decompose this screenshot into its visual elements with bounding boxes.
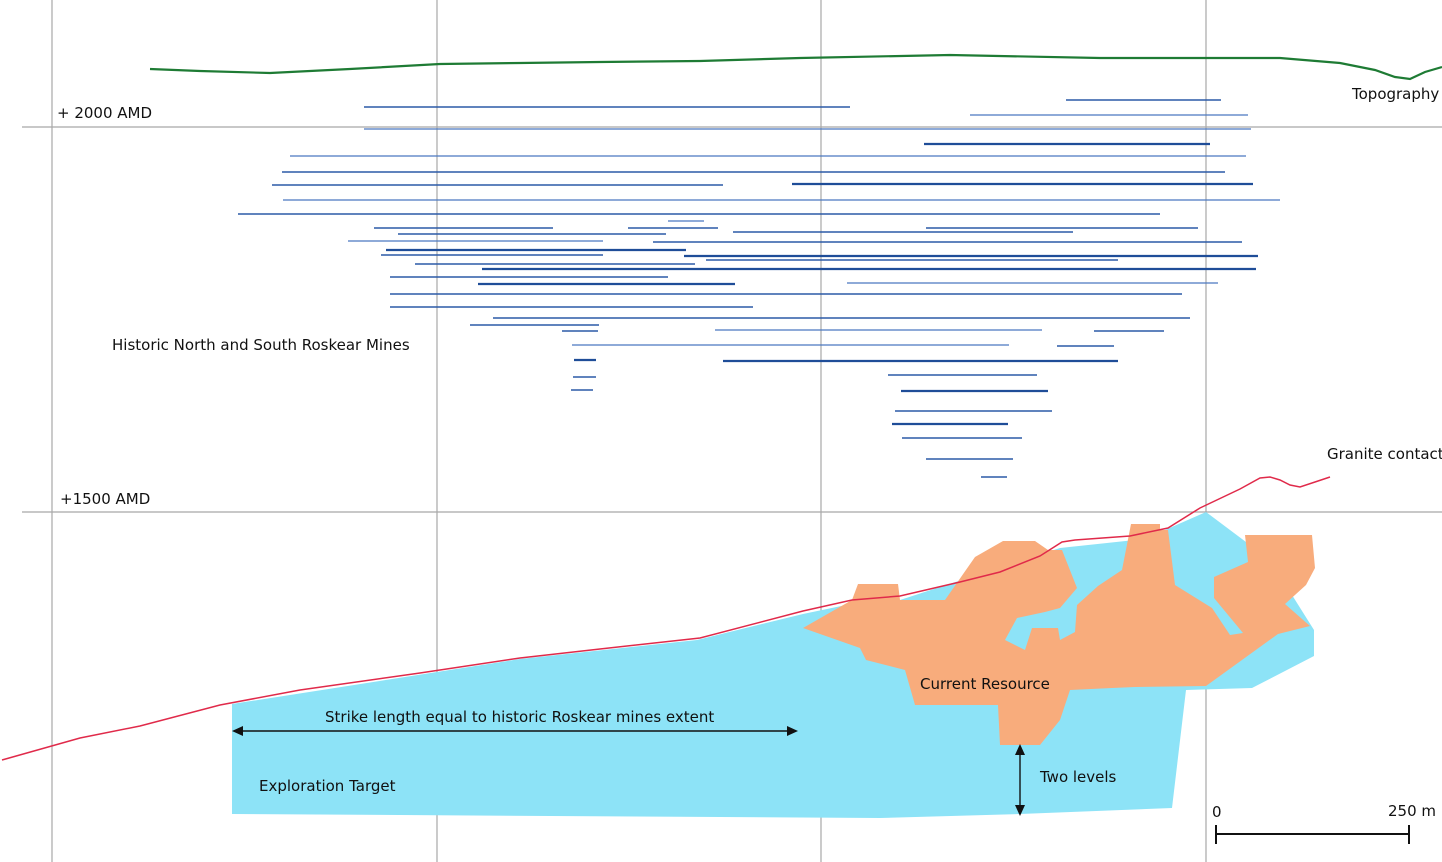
historic-mine-levels xyxy=(238,99,1280,478)
two-levels-label: Two levels xyxy=(1039,768,1117,786)
historic-mines-label: Historic North and South Roskear Mines xyxy=(112,336,410,354)
scale-bar-end-label: 250 m xyxy=(1388,802,1436,820)
granite-contact-label: Granite contact xyxy=(1327,445,1442,463)
exploration-target-label: Exploration Target xyxy=(259,777,396,795)
granite-contact-line xyxy=(1,476,1331,761)
elevation-label-1500: +1500 AMD xyxy=(60,490,150,508)
scale-bar-start-label: 0 xyxy=(1212,803,1222,821)
strike-length-arrow xyxy=(232,726,798,736)
two-levels-arrow xyxy=(1015,744,1025,816)
strike-length-label: Strike length equal to historic Roskear … xyxy=(325,708,714,726)
topography-label: Topography xyxy=(1351,85,1439,103)
scale-bar: 0 250 m xyxy=(1212,802,1436,844)
topography-line xyxy=(149,53,1442,81)
current-resource-label: Current Resource xyxy=(920,675,1050,693)
elevation-label-2000: + 2000 AMD xyxy=(57,104,152,122)
current-resource-area xyxy=(803,524,1315,745)
